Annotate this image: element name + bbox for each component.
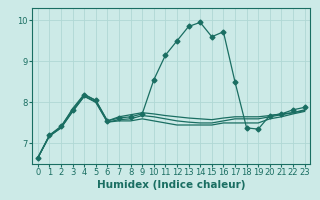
X-axis label: Humidex (Indice chaleur): Humidex (Indice chaleur) — [97, 180, 245, 190]
